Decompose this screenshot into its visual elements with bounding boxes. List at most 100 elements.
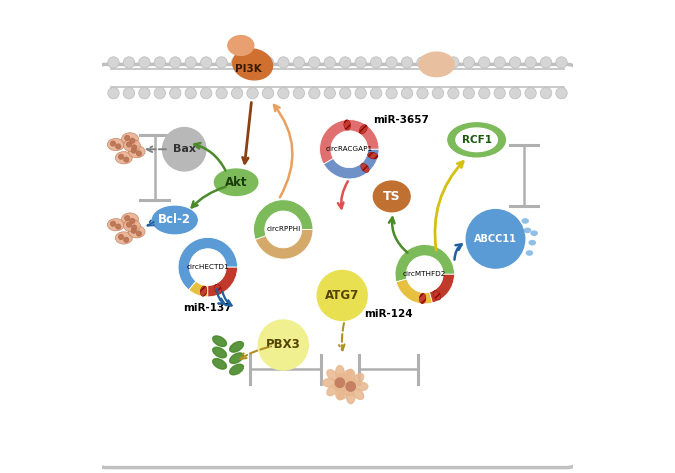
Text: Bax: Bax — [173, 144, 196, 154]
Circle shape — [448, 88, 459, 99]
Ellipse shape — [115, 232, 132, 244]
Circle shape — [108, 88, 119, 99]
Ellipse shape — [327, 385, 338, 395]
Circle shape — [259, 320, 308, 370]
Circle shape — [463, 57, 475, 68]
Circle shape — [335, 378, 344, 387]
Wedge shape — [208, 267, 238, 297]
Circle shape — [340, 88, 351, 99]
Ellipse shape — [338, 388, 349, 399]
Circle shape — [130, 139, 135, 143]
Circle shape — [308, 88, 320, 99]
Circle shape — [355, 88, 367, 99]
Wedge shape — [178, 237, 238, 290]
Ellipse shape — [213, 359, 227, 369]
Ellipse shape — [338, 374, 349, 385]
Circle shape — [132, 225, 136, 230]
Circle shape — [494, 88, 506, 99]
Ellipse shape — [115, 152, 132, 164]
Circle shape — [232, 57, 243, 68]
Text: ABCC11: ABCC11 — [474, 234, 517, 244]
Ellipse shape — [213, 336, 227, 346]
Text: miR-137: miR-137 — [184, 303, 232, 313]
Ellipse shape — [124, 219, 140, 232]
Ellipse shape — [327, 370, 338, 381]
Ellipse shape — [335, 366, 344, 379]
Ellipse shape — [360, 163, 369, 173]
Circle shape — [119, 155, 124, 159]
Circle shape — [263, 88, 273, 99]
Circle shape — [108, 57, 119, 68]
Ellipse shape — [342, 385, 353, 395]
Circle shape — [371, 57, 382, 68]
Ellipse shape — [230, 364, 244, 375]
Text: miR-3657: miR-3657 — [373, 114, 429, 124]
Ellipse shape — [335, 386, 344, 400]
Circle shape — [386, 57, 397, 68]
Ellipse shape — [522, 219, 529, 223]
Circle shape — [324, 88, 335, 99]
Ellipse shape — [124, 140, 140, 152]
Circle shape — [324, 57, 335, 68]
Ellipse shape — [200, 286, 207, 296]
Wedge shape — [254, 200, 313, 240]
Circle shape — [386, 88, 397, 99]
Ellipse shape — [122, 133, 138, 145]
Circle shape — [293, 57, 304, 68]
Circle shape — [346, 382, 355, 391]
Text: ATG7: ATG7 — [325, 289, 359, 302]
Wedge shape — [395, 245, 454, 282]
Circle shape — [510, 57, 521, 68]
Circle shape — [263, 57, 273, 68]
Ellipse shape — [368, 152, 378, 159]
Circle shape — [127, 222, 132, 227]
Circle shape — [402, 88, 412, 99]
Circle shape — [154, 57, 165, 68]
Circle shape — [132, 145, 136, 150]
Circle shape — [185, 57, 196, 68]
Circle shape — [139, 57, 150, 68]
Circle shape — [416, 57, 428, 68]
Ellipse shape — [153, 206, 197, 234]
Ellipse shape — [128, 226, 145, 238]
Ellipse shape — [228, 35, 254, 55]
Circle shape — [556, 88, 567, 99]
Ellipse shape — [419, 52, 454, 77]
Circle shape — [127, 142, 132, 147]
Circle shape — [479, 57, 490, 68]
Ellipse shape — [122, 213, 138, 225]
Circle shape — [432, 57, 443, 68]
Ellipse shape — [526, 251, 533, 255]
Circle shape — [466, 210, 524, 268]
Circle shape — [136, 231, 141, 236]
Circle shape — [416, 88, 428, 99]
Circle shape — [116, 224, 121, 229]
Text: RCF1: RCF1 — [462, 135, 491, 145]
Ellipse shape — [352, 374, 364, 385]
Ellipse shape — [359, 125, 367, 134]
Ellipse shape — [344, 378, 357, 387]
Circle shape — [216, 88, 227, 99]
Text: circRPPHI: circRPPHI — [266, 227, 300, 232]
Circle shape — [541, 88, 551, 99]
Circle shape — [402, 57, 412, 68]
Ellipse shape — [433, 290, 441, 300]
Ellipse shape — [352, 388, 364, 399]
Circle shape — [111, 221, 115, 226]
Wedge shape — [323, 149, 379, 179]
Ellipse shape — [215, 169, 258, 195]
Circle shape — [317, 271, 367, 320]
Ellipse shape — [230, 342, 244, 352]
Circle shape — [169, 88, 181, 99]
Circle shape — [525, 88, 536, 99]
Circle shape — [124, 57, 134, 68]
Ellipse shape — [107, 139, 124, 151]
Ellipse shape — [342, 370, 353, 381]
Circle shape — [278, 88, 289, 99]
Ellipse shape — [524, 228, 531, 233]
Circle shape — [556, 57, 567, 68]
Ellipse shape — [346, 369, 355, 383]
Text: PI3K: PI3K — [234, 64, 261, 74]
Ellipse shape — [373, 181, 410, 212]
Circle shape — [247, 57, 259, 68]
